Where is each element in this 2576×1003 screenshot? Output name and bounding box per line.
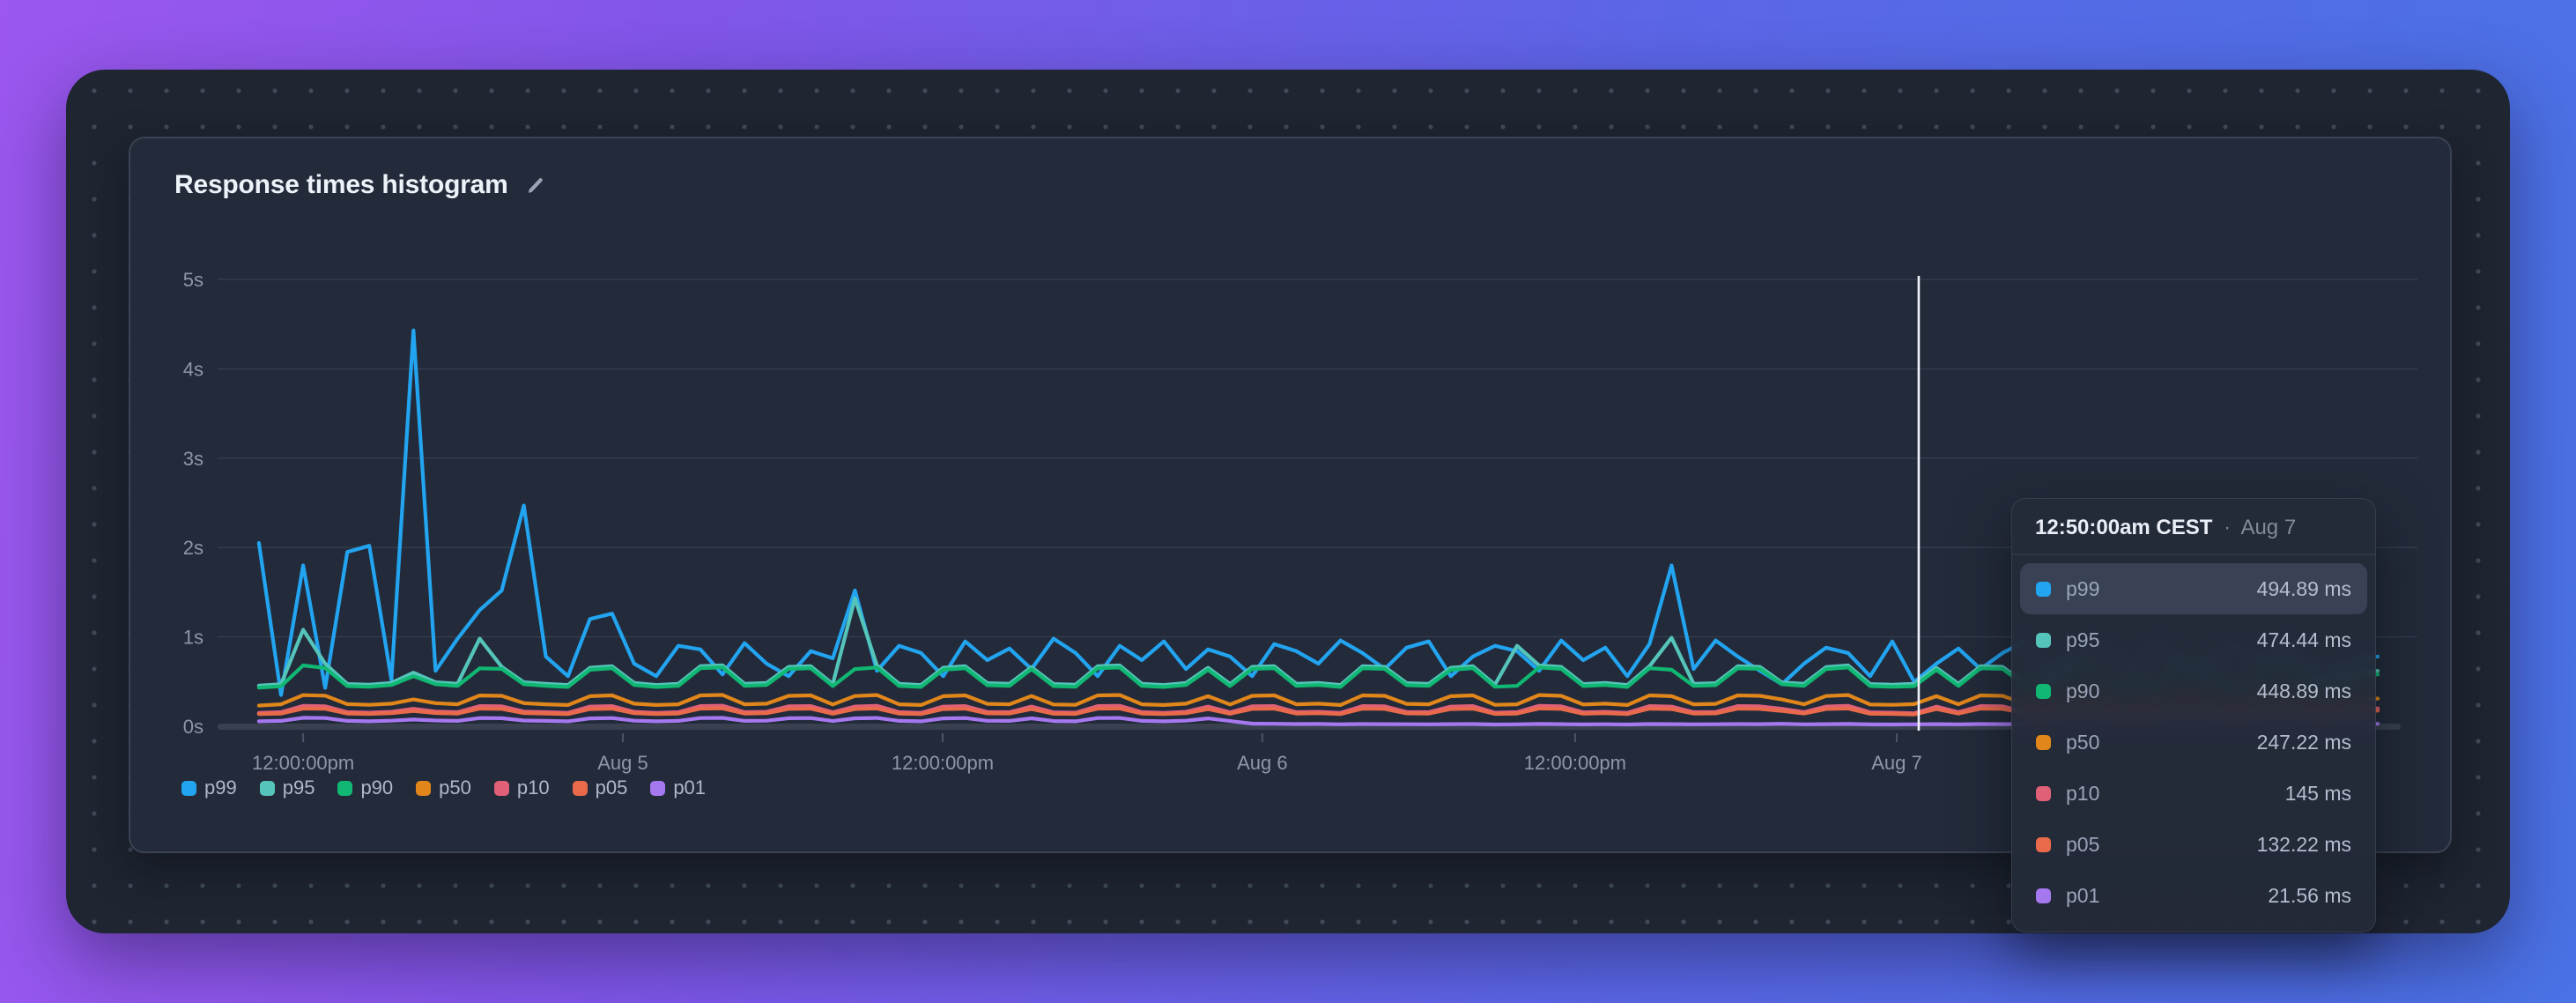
tooltip-row-p95: p95 474.44 ms xyxy=(2020,614,2367,665)
legend-label: p95 xyxy=(282,776,315,799)
legend-swatch-p50 xyxy=(416,780,432,796)
legend-item-p10[interactable]: p10 xyxy=(493,776,550,799)
tooltip-series-value: 448.89 ms xyxy=(2256,679,2351,702)
y-axis-label: 0s xyxy=(183,716,204,738)
tooltip-series-value: 494.89 ms xyxy=(2256,576,2351,600)
legend-item-p01[interactable]: p01 xyxy=(650,776,706,799)
tooltip-series-label: p90 xyxy=(2066,679,2100,702)
legend-label: p05 xyxy=(595,776,628,799)
tooltip-row-p90: p90 448.89 ms xyxy=(2020,665,2367,717)
y-axis-label: 4s xyxy=(183,358,204,380)
legend-item-p50[interactable]: p50 xyxy=(416,776,471,799)
series-swatch-p99 xyxy=(2036,581,2051,597)
tooltip-series-value: 145 ms xyxy=(2284,781,2351,805)
legend-item-p05[interactable]: p05 xyxy=(572,776,628,799)
x-axis-label: Aug 5 xyxy=(597,752,648,774)
y-axis-label: 1s xyxy=(183,627,204,649)
edit-pencil-icon[interactable] xyxy=(524,174,547,197)
series-swatch-p90 xyxy=(2036,683,2051,699)
tooltip-date: Aug 7 xyxy=(2240,516,2297,539)
legend-swatch-p10 xyxy=(493,780,509,796)
legend-swatch-p90 xyxy=(337,780,353,796)
y-axis-label: 3s xyxy=(183,448,204,470)
tooltip-series-value: 247.22 ms xyxy=(2256,730,2351,754)
tooltip-series-label: p05 xyxy=(2066,832,2100,856)
tooltip-series-value: 132.22 ms xyxy=(2256,832,2351,856)
y-axis-label: 5s xyxy=(183,269,204,291)
tooltip-row-p10: p10 145 ms xyxy=(2020,768,2367,819)
series-swatch-p50 xyxy=(2036,734,2051,750)
chart-tooltip: 12:50:00am CEST · Aug 7 p99 494.89 ms p95 4… xyxy=(2011,498,2376,932)
legend-label: p90 xyxy=(360,776,394,799)
tooltip-row-p01: p01 21.56 ms xyxy=(2020,870,2367,921)
x-axis-label: Aug 7 xyxy=(1871,752,1922,774)
tooltip-series-label: p99 xyxy=(2066,576,2100,600)
legend-item-p99[interactable]: p99 xyxy=(181,776,237,799)
tooltip-series-label: p95 xyxy=(2066,628,2100,651)
series-swatch-p05 xyxy=(2036,836,2051,852)
legend-item-p90[interactable]: p90 xyxy=(337,776,393,799)
tooltip-series-value: 21.56 ms xyxy=(2268,883,2351,907)
tooltip-row-p99: p99 494.89 ms xyxy=(2020,563,2367,614)
tooltip-row-p05: p05 132.22 ms xyxy=(2020,819,2367,870)
y-axis-label: 2s xyxy=(183,537,204,559)
tooltip-separator: · xyxy=(2224,516,2232,539)
legend-item-p95[interactable]: p95 xyxy=(259,776,315,799)
series-swatch-p01 xyxy=(2036,888,2051,903)
tooltip-time: 12:50:00am CEST xyxy=(2035,516,2213,539)
tooltip-series-label: p01 xyxy=(2066,883,2100,907)
tooltip-series-value: 474.44 ms xyxy=(2256,628,2351,651)
tooltip-row-p50: p50 247.22 ms xyxy=(2020,717,2367,768)
dashboard-panel: Response times histogram 0s 1s 2s 3s 4s 5s 12:… xyxy=(66,70,2510,933)
chart-title: Response times histogram xyxy=(174,170,508,199)
x-axis-label: 12:00:00pm xyxy=(1524,752,1626,774)
card-header: Response times histogram xyxy=(174,170,547,200)
tooltip-rows: p99 494.89 ms p95 474.44 ms p90 448.89 ms p50 2… xyxy=(2012,555,2375,932)
series-swatch-p10 xyxy=(2036,785,2051,801)
tooltip-series-label: p50 xyxy=(2066,730,2100,754)
legend-swatch-p05 xyxy=(572,780,588,796)
legend-label: p10 xyxy=(516,776,550,799)
chart-legend: p99 p95 p90 p50 p10 p05 p01 xyxy=(181,776,706,799)
legend-label: p50 xyxy=(439,776,471,799)
legend-label: p99 xyxy=(204,776,237,799)
tooltip-header: 12:50:00am CEST · Aug 7 xyxy=(2012,499,2375,555)
legend-label: p01 xyxy=(673,776,707,799)
legend-swatch-p99 xyxy=(181,780,196,796)
tooltip-series-label: p10 xyxy=(2066,781,2100,805)
x-axis-label: Aug 6 xyxy=(1237,752,1288,774)
legend-swatch-p01 xyxy=(650,780,666,796)
x-axis-label: 12:00:00pm xyxy=(252,752,354,774)
series-swatch-p95 xyxy=(2036,632,2051,648)
x-axis-label: 12:00:00pm xyxy=(892,752,994,774)
legend-swatch-p95 xyxy=(259,780,275,796)
